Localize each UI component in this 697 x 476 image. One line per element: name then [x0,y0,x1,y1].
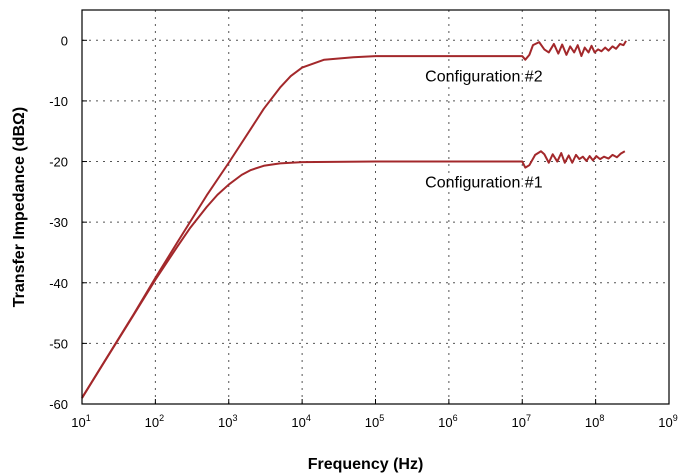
y-axis-title: Transfer Impedance (dBΩ) [11,107,28,307]
annotations: Configuration #2 Configuration #1 [425,69,543,192]
y-tick-label: -40 [49,276,68,291]
series-layer [81,40,627,399]
y-tick-label: -60 [49,397,68,412]
x-tick-label: 101 [71,413,90,430]
y-tick-label: -20 [49,155,68,170]
x-tick-label: 107 [512,413,531,430]
y-tick-label: -50 [49,336,68,351]
x-tick-label: 104 [291,413,310,430]
y-axis-ticks: 0 -10 -20 -30 -40 -50 -60 [49,33,87,412]
y-tick-label: -30 [49,215,68,230]
series-annotation: Configuration #1 [425,175,543,192]
grid [82,10,669,404]
series-line-configuration-1 [81,150,626,399]
x-tick-label: 105 [365,413,384,430]
y-tick-label: -10 [49,94,68,109]
x-axis-title: Frequency (Hz) [308,456,424,473]
x-tick-label: 103 [218,413,237,430]
x-tick-label: 109 [658,413,677,430]
x-axis-ticks: 101 102 103 104 105 106 107 108 109 [71,399,678,430]
series-line-configuration-2 [81,40,627,399]
series-annotation: Configuration #2 [425,69,543,86]
y-tick-label: 0 [61,33,68,48]
x-tick-label: 108 [585,413,604,430]
x-tick-label: 102 [145,413,164,430]
x-tick-label: 106 [438,413,457,430]
